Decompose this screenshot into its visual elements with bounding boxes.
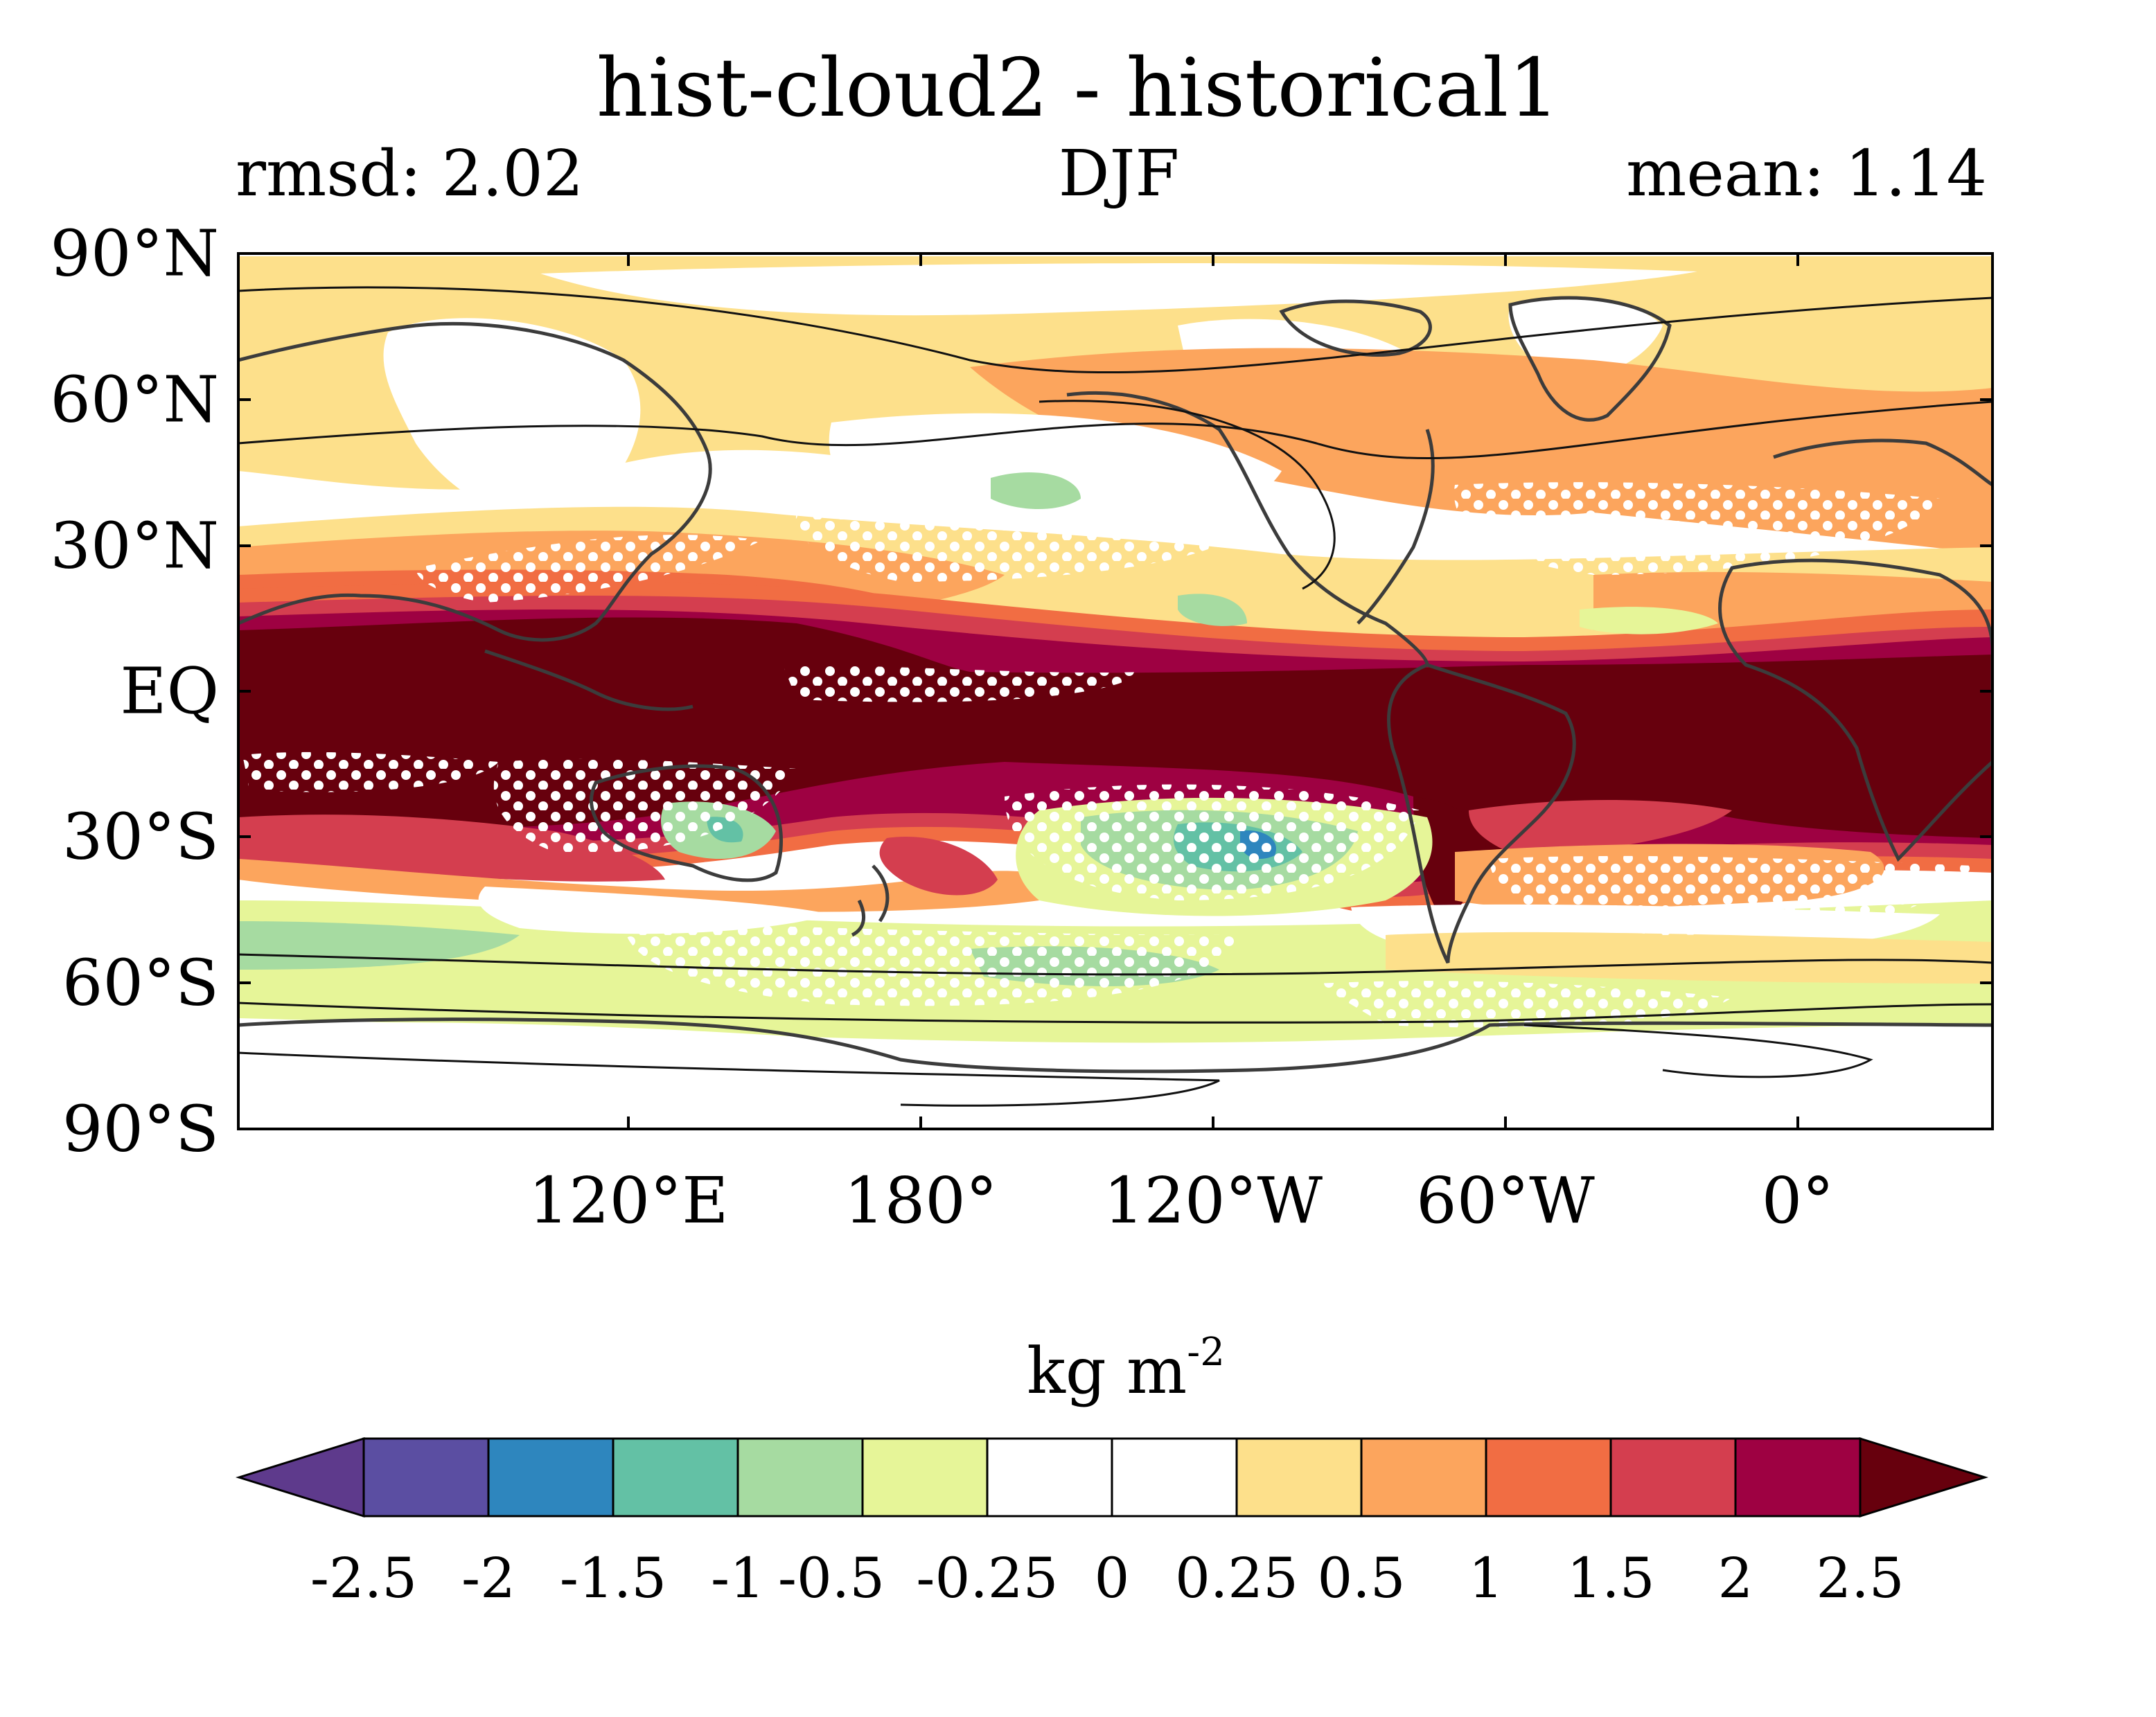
colorbar-title: kg m-2 <box>0 1333 2156 1403</box>
colorbar-box-9 <box>1360 1437 1487 1518</box>
lat-label-60s: 60°S <box>62 945 219 1020</box>
colorbar-label: -0.25 <box>916 1546 1059 1610</box>
tick-marks <box>238 253 1992 1129</box>
colorbar-label: -2 <box>461 1546 515 1610</box>
contour-south-4 <box>1523 1024 1873 1078</box>
stipple-indian <box>242 751 499 792</box>
colorbar-label: -2.5 <box>310 1546 418 1610</box>
coast-australia <box>589 764 783 882</box>
field-arctic-white <box>540 263 1697 316</box>
contour-south-1 <box>238 953 1992 976</box>
field-so-white2 <box>478 887 831 934</box>
stipple-sh-aus <box>493 758 797 853</box>
colorbar-box-2 <box>487 1437 615 1518</box>
lat-label-30s: 30°S <box>62 799 219 874</box>
colorbar-unit: kg m <box>1027 1334 1187 1408</box>
coast-northamerica-east <box>1357 429 1435 625</box>
colorbar-box-3 <box>612 1437 739 1518</box>
stipple-spac <box>1005 784 1420 900</box>
stipple-asia <box>416 535 762 603</box>
colorbar-box-4 <box>736 1437 864 1518</box>
stipple-satl <box>1490 855 1974 935</box>
field-siberia-white <box>383 318 641 526</box>
chart-title: hist-cloud2 - historical1 <box>596 42 1560 135</box>
mean-label: mean: 1.14 <box>1626 136 1987 211</box>
contour-south-3 <box>238 1051 1220 1107</box>
colorbar-label: 0.5 <box>1317 1546 1406 1610</box>
field-sam-deep-red <box>1413 797 1487 928</box>
field-npac-green <box>991 472 1081 509</box>
colorbar-label: 0.25 <box>1174 1546 1299 1610</box>
lon-label-60w: 60°W <box>1416 1164 1595 1238</box>
season-label: DJF <box>1058 136 1180 211</box>
colorbar-box-12 <box>1734 1437 1862 1518</box>
colorbar-box-7 <box>1111 1437 1238 1518</box>
colorbar-box-11 <box>1609 1437 1737 1518</box>
coast-africa <box>1718 558 1992 862</box>
coast-southamerica <box>1386 663 1576 964</box>
lon-label-120e: 120°E <box>528 1164 729 1238</box>
stipple-so <box>624 921 1247 1006</box>
field-ant-orange <box>1386 932 1992 984</box>
stipple-tropics <box>783 665 1143 702</box>
coast-northamerica <box>1066 391 1429 666</box>
colorbar-unit-exponent: -2 <box>1187 1330 1225 1375</box>
colorbar-box-8 <box>1235 1437 1363 1518</box>
colorbar-label: 1.5 <box>1566 1546 1655 1610</box>
colorbar <box>235 1436 1989 1518</box>
colorbar-label: -1 <box>711 1546 765 1610</box>
colorbar-label: -0.5 <box>777 1546 885 1610</box>
coast-eurasia <box>238 321 712 642</box>
lat-label-60n: 60°N <box>50 362 219 437</box>
contour-south-2 <box>238 1002 1992 1024</box>
contour-lines <box>238 286 1992 1107</box>
coast-greenland <box>1508 296 1672 422</box>
field-so-green <box>238 921 520 970</box>
field-natl-green <box>1580 607 1718 634</box>
field-satl-red <box>1469 800 1732 859</box>
colorbar-label: 2.5 <box>1816 1546 1905 1610</box>
colorbar-box-10 <box>1485 1437 1612 1518</box>
colorbar-box-6 <box>986 1437 1113 1518</box>
colorbar-label: -1.5 <box>559 1546 667 1610</box>
coast-seasia <box>484 649 693 711</box>
lat-label-eq: EQ <box>120 654 219 729</box>
lat-label-30n: 30°N <box>50 508 219 583</box>
colorbar-high-arrow <box>1859 1436 1989 1518</box>
lon-label-120w: 120°W <box>1103 1164 1323 1238</box>
field-layer <box>238 253 1992 1129</box>
lat-label-90s: 90°S <box>62 1092 219 1166</box>
coast-europe <box>1773 438 1992 487</box>
field-sind-orange <box>238 859 1053 912</box>
coast-arctic-islands <box>1279 299 1432 357</box>
colorbar-low-arrow <box>235 1436 365 1518</box>
colorbar-box-1 <box>362 1437 490 1518</box>
coastlines <box>238 296 1992 1074</box>
colorbar-label: 2 <box>1717 1546 1753 1610</box>
stipple-natl <box>1453 482 1940 575</box>
field-mex-green <box>1178 594 1247 626</box>
colorbar-box-5 <box>861 1437 989 1518</box>
lon-label-0: 0° <box>1761 1164 1835 1238</box>
lon-label-180: 180° <box>844 1164 998 1238</box>
field-antarctica-white <box>238 1022 1992 1129</box>
colorbar-label: 0 <box>1094 1546 1130 1610</box>
rmsd-label: rmsd: 2.02 <box>236 136 584 211</box>
field-sind-red <box>238 815 665 882</box>
coast-antarctica <box>238 1017 1992 1074</box>
coast-nz <box>851 864 890 937</box>
contour-north-1 <box>238 286 1992 374</box>
field-tasman-red <box>879 837 998 896</box>
stipple-npac <box>795 510 1247 582</box>
contour-north-2 <box>238 400 1992 460</box>
lat-label-90n: 90°N <box>50 216 219 291</box>
colorbar-label: 1 <box>1468 1546 1504 1610</box>
contour-north-3 <box>1039 400 1336 590</box>
